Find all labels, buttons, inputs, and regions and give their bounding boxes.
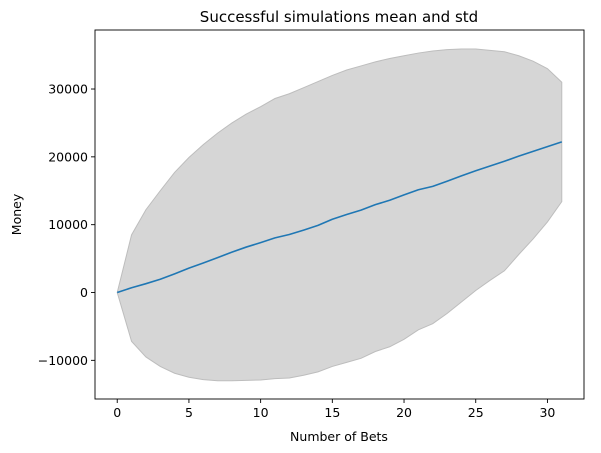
x-tick-label: 20 [396,405,412,420]
x-ticks: 0 5 10 15 20 25 30 [113,399,555,420]
x-axis-label: Number of Bets [290,429,388,444]
x-tick-label: 15 [324,405,340,420]
chart-title: Successful simulations mean and std [200,8,478,26]
std-band-layer [116,48,563,382]
y-tick-label: 10000 [48,217,88,232]
mean-line-layer [116,141,563,294]
y-ticks: −10000 0 10000 20000 30000 [38,82,95,368]
mean-line [116,141,563,294]
x-tick-label: 10 [253,405,269,420]
y-axis-label: Money [9,193,24,235]
x-tick-label: 30 [539,405,555,420]
y-tick-label: −10000 [38,353,88,368]
plot-frame [94,29,585,400]
std-band [116,48,563,382]
y-tick-label: 0 [80,285,88,300]
x-tick-label: 0 [113,405,121,420]
x-tick-label: 25 [468,405,484,420]
y-tick-label: 20000 [48,149,88,164]
y-tick-label: 30000 [48,82,88,97]
x-tick-label: 5 [185,405,193,420]
